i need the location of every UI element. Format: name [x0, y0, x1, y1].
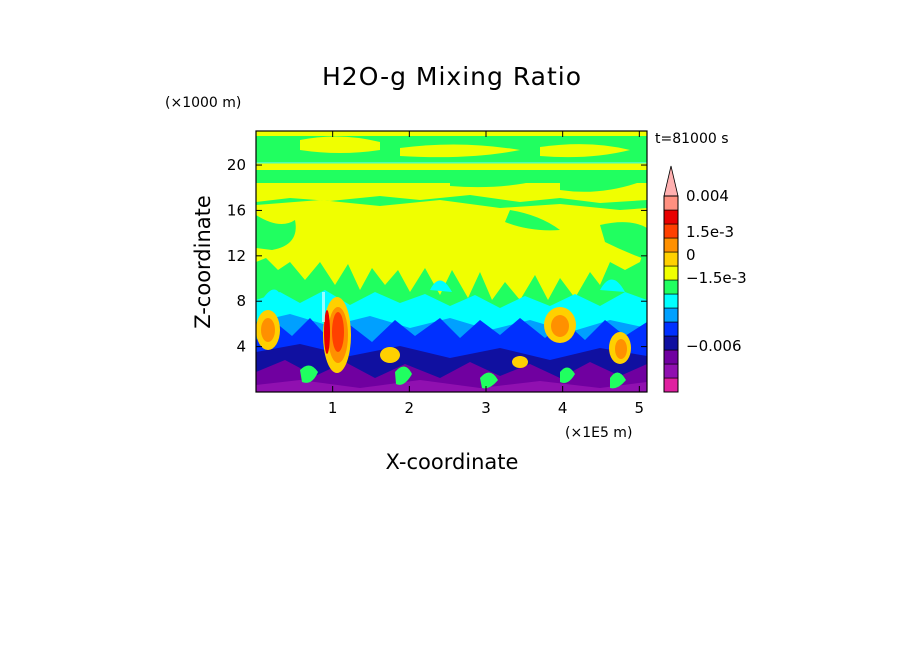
colorbar-swatch: [663, 223, 679, 239]
moist-plume-far-right: [609, 332, 631, 364]
colorbar-swatch: [663, 279, 679, 295]
y-tick-label: 4: [236, 338, 246, 356]
y-tick-label: 20: [227, 156, 246, 174]
moist-plume-mid: [380, 347, 528, 368]
x-tick-label: 4: [558, 399, 568, 417]
colorbar-swatch: [663, 195, 679, 211]
y-unit-label: (×1000 m): [165, 95, 241, 111]
colorbar-swatch: [663, 321, 679, 337]
colorbar-swatch: [663, 237, 679, 253]
x-unit-label: (×1E5 m): [565, 425, 632, 441]
colorbar-swatch: [663, 251, 679, 267]
colorbar-swatch: [663, 293, 679, 309]
colorbar-label: 0: [686, 246, 696, 264]
x-axis-ticks: 1 2 3 4 5: [328, 131, 644, 417]
colorbar: [663, 165, 679, 393]
x-tick-label: 2: [405, 399, 415, 417]
x-tick-label: 3: [481, 399, 491, 417]
moist-plume-right: [544, 307, 576, 343]
chart-title: H2O-g Mixing Ratio: [322, 62, 582, 91]
colorbar-swatch: [663, 307, 679, 323]
colorbar-label: −0.006: [686, 337, 742, 355]
colorbar-swatch: [663, 377, 679, 393]
plot-frame: [255, 130, 648, 393]
x-axis-label: X-coordinate: [386, 450, 519, 474]
colorbar-overflow-triangle: [663, 165, 679, 197]
y-tick-label: 8: [236, 292, 246, 310]
colorbar-labels: 0.004 1.5e-3 0 −1.5e-3 −0.006: [686, 187, 747, 355]
contour-field: [256, 131, 647, 392]
colorbar-swatch: [663, 209, 679, 225]
colorbar-swatch: [663, 363, 679, 379]
x-tick-label: 1: [328, 399, 338, 417]
time-label: t=81000 s: [655, 131, 729, 147]
moist-plume-center-left: [322, 292, 351, 373]
colorbar-label: 0.004: [686, 187, 729, 205]
colorbar-frame: [663, 195, 679, 393]
y-tick-label: 12: [227, 247, 246, 265]
colorbar-swatch: [663, 335, 679, 351]
colorbar-swatch: [663, 265, 679, 281]
y-axis-ticks: 4 8 12 16 20: [227, 156, 647, 356]
colorbar-label: −1.5e-3: [686, 269, 747, 287]
colorbar-swatch: [663, 349, 679, 365]
x-tick-label: 5: [635, 399, 645, 417]
y-axis-label: Z-coordinate: [191, 195, 215, 329]
y-tick-label: 16: [227, 201, 246, 219]
moist-plume-left: [256, 310, 280, 350]
colorbar-label: 1.5e-3: [686, 223, 734, 241]
